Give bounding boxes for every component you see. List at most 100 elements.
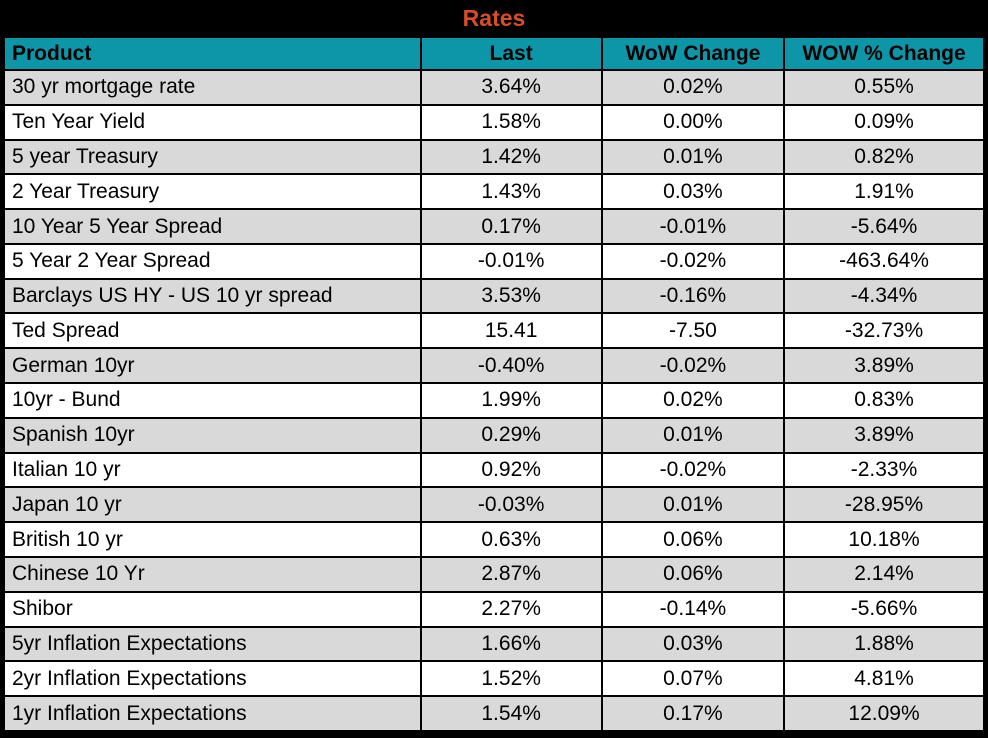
- cell-wow-pct-change: 0.55%: [783, 69, 985, 106]
- cell-last: 1.43%: [419, 173, 603, 211]
- cell-last: 3.64%: [419, 69, 603, 106]
- cell-product: British 10 yr: [3, 521, 422, 558]
- table-row: 5yr Inflation Expectations 1.66% 0.03% 1…: [3, 625, 985, 663]
- cell-wow-change: -0.02%: [600, 347, 786, 385]
- table-row: 10 Year 5 Year Spread 0.17% -0.01% -5.64…: [3, 208, 985, 245]
- cell-wow-pct-change: 0.83%: [783, 382, 985, 419]
- cell-product: 10 Year 5 Year Spread: [3, 208, 422, 245]
- table-title: Rates: [3, 0, 985, 36]
- table-row: Italian 10 yr 0.92% -0.02% -2.33%: [3, 451, 985, 489]
- cell-product: Shibor: [3, 590, 422, 628]
- cell-product: 5 Year 2 Year Spread: [3, 242, 422, 280]
- cell-last: 1.42%: [419, 138, 603, 176]
- column-header-last: Last: [419, 36, 603, 71]
- cell-last: -0.03%: [419, 486, 603, 524]
- cell-wow-pct-change: -5.66%: [783, 590, 985, 628]
- cell-wow-change: 0.07%: [600, 660, 786, 698]
- column-header-product: Product: [3, 36, 422, 71]
- table-row: Ten Year Yield 1.58% 0.00% 0.09%: [3, 103, 985, 141]
- cell-product: 2 Year Treasury: [3, 173, 422, 211]
- column-header-wow-change: WoW Change: [600, 36, 786, 71]
- cell-last: -0.40%: [419, 347, 603, 385]
- cell-wow-change: 0.06%: [600, 521, 786, 558]
- cell-wow-pct-change: -5.64%: [783, 208, 985, 245]
- cell-wow-pct-change: -28.95%: [783, 486, 985, 524]
- cell-product: 1yr Inflation Expectations: [3, 695, 422, 732]
- cell-wow-pct-change: 10.18%: [783, 521, 985, 558]
- table-row: Spanish 10yr 0.29% 0.01% 3.89%: [3, 416, 985, 454]
- cell-last: 0.63%: [419, 521, 603, 558]
- cell-wow-pct-change: 1.91%: [783, 173, 985, 211]
- cell-wow-change: 0.01%: [600, 416, 786, 454]
- cell-last: 0.29%: [419, 416, 603, 454]
- cell-last: 0.17%: [419, 208, 603, 245]
- cell-product: German 10yr: [3, 347, 422, 385]
- table-row: Barclays US HY - US 10 yr spread 3.53% -…: [3, 277, 985, 315]
- cell-wow-pct-change: -32.73%: [783, 312, 985, 350]
- header-row: Product Last WoW Change WOW % Change: [3, 36, 985, 71]
- table-row: British 10 yr 0.63% 0.06% 10.18%: [3, 521, 985, 558]
- cell-wow-pct-change: 3.89%: [783, 347, 985, 385]
- cell-wow-pct-change: 2.14%: [783, 555, 985, 593]
- cell-wow-pct-change: 0.09%: [783, 103, 985, 141]
- cell-wow-pct-change: -4.34%: [783, 277, 985, 315]
- cell-last: 2.87%: [419, 555, 603, 593]
- cell-wow-change: 0.17%: [600, 695, 786, 732]
- table-row: Shibor 2.27% -0.14% -5.66%: [3, 590, 985, 628]
- cell-wow-change: -0.02%: [600, 242, 786, 280]
- table-row: 30 yr mortgage rate 3.64% 0.02% 0.55%: [3, 69, 985, 106]
- column-header-wow-pct-change: WOW % Change: [783, 36, 985, 71]
- cell-wow-pct-change: 4.81%: [783, 660, 985, 698]
- cell-last: 1.58%: [419, 103, 603, 141]
- cell-product: Italian 10 yr: [3, 451, 422, 489]
- cell-last: 1.54%: [419, 695, 603, 732]
- cell-wow-change: 0.02%: [600, 69, 786, 106]
- cell-product: Ten Year Yield: [3, 103, 422, 141]
- rates-table: Product Last WoW Change WOW % Change 30 …: [3, 36, 985, 732]
- cell-wow-change: 0.00%: [600, 103, 786, 141]
- cell-product: 2yr Inflation Expectations: [3, 660, 422, 698]
- cell-last: 0.92%: [419, 451, 603, 489]
- cell-wow-change: 0.02%: [600, 382, 786, 419]
- cell-wow-change: -7.50: [600, 312, 786, 350]
- cell-product: Spanish 10yr: [3, 416, 422, 454]
- cell-wow-change: 0.06%: [600, 555, 786, 593]
- cell-wow-change: -0.02%: [600, 451, 786, 489]
- cell-product: 30 yr mortgage rate: [3, 69, 422, 106]
- cell-wow-pct-change: 3.89%: [783, 416, 985, 454]
- cell-last: 3.53%: [419, 277, 603, 315]
- cell-wow-change: 0.01%: [600, 138, 786, 176]
- cell-wow-pct-change: -2.33%: [783, 451, 985, 489]
- cell-product: Japan 10 yr: [3, 486, 422, 524]
- cell-product: 5yr Inflation Expectations: [3, 625, 422, 663]
- cell-product: 10yr - Bund: [3, 382, 422, 419]
- cell-wow-pct-change: 0.82%: [783, 138, 985, 176]
- table-row: German 10yr -0.40% -0.02% 3.89%: [3, 347, 985, 385]
- cell-wow-change: 0.01%: [600, 486, 786, 524]
- cell-last: 1.99%: [419, 382, 603, 419]
- table-row: 5 Year 2 Year Spread -0.01% -0.02% -463.…: [3, 242, 985, 280]
- cell-last: -0.01%: [419, 242, 603, 280]
- cell-wow-change: -0.16%: [600, 277, 786, 315]
- table-row: Japan 10 yr -0.03% 0.01% -28.95%: [3, 486, 985, 524]
- cell-last: 1.66%: [419, 625, 603, 663]
- cell-wow-change: 0.03%: [600, 173, 786, 211]
- cell-product: 5 year Treasury: [3, 138, 422, 176]
- cell-wow-change: -0.14%: [600, 590, 786, 628]
- table-row: Ted Spread 15.41 -7.50 -32.73%: [3, 312, 985, 350]
- cell-last: 15.41: [419, 312, 603, 350]
- table-row: 10yr - Bund 1.99% 0.02% 0.83%: [3, 382, 985, 419]
- cell-last: 2.27%: [419, 590, 603, 628]
- table-row: 2 Year Treasury 1.43% 0.03% 1.91%: [3, 173, 985, 211]
- cell-last: 1.52%: [419, 660, 603, 698]
- table-row: 5 year Treasury 1.42% 0.01% 0.82%: [3, 138, 985, 176]
- cell-wow-pct-change: 12.09%: [783, 695, 985, 732]
- table-row: 1yr Inflation Expectations 1.54% 0.17% 1…: [3, 695, 985, 732]
- cell-wow-pct-change: -463.64%: [783, 242, 985, 280]
- cell-wow-change: 0.03%: [600, 625, 786, 663]
- cell-wow-change: -0.01%: [600, 208, 786, 245]
- cell-wow-pct-change: 1.88%: [783, 625, 985, 663]
- cell-product: Chinese 10 Yr: [3, 555, 422, 593]
- cell-product: Barclays US HY - US 10 yr spread: [3, 277, 422, 315]
